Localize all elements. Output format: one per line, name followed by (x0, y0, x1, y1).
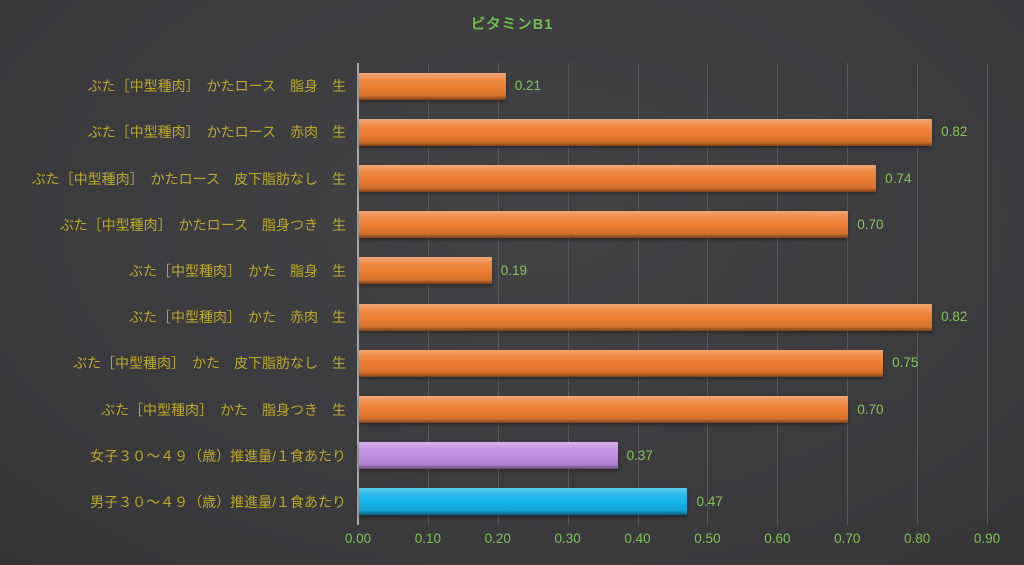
bar (359, 303, 933, 331)
category-label: ぶた［中型種肉］ かたロース 赤肉 生 (87, 124, 346, 141)
category-axis: ぶた［中型種肉］ かたロース 脂身 生ぶた［中型種肉］ かたロース 赤肉 生ぶた… (0, 63, 346, 525)
x-tick-label: 0.30 (554, 531, 581, 546)
category-label: ぶた［中型種肉］ かた 赤肉 生 (129, 309, 346, 326)
value-label: 0.74 (885, 170, 912, 186)
category-label: ぶた［中型種肉］ かたロース 皮下脂肪なし 生 (31, 170, 346, 187)
category-label: ぶた［中型種肉］ かた 皮下脂肪なし 生 (73, 355, 346, 372)
value-label: 0.82 (941, 124, 968, 140)
chart-title: ビタミンB1 (470, 17, 554, 33)
value-label: 0.82 (941, 309, 968, 325)
bar (359, 396, 849, 423)
x-tick-label: 0.50 (694, 531, 721, 546)
gridline (987, 63, 988, 525)
bar (359, 257, 492, 285)
value-label: 0.75 (892, 355, 919, 371)
plot-area: 0.21 0.82 0.74 0.70 0.19 0.82 0.75 0.70 0.37 0.47 (357, 63, 988, 525)
gridline (567, 63, 569, 525)
x-tick-label: 0.90 (973, 531, 1001, 546)
category-label: ぶた［中型種肉］ かた 脂身つき 生 (101, 401, 346, 418)
bar (359, 165, 877, 192)
gridline (427, 63, 429, 525)
category-label: 女子３０～４９（歳）推進量/１食あたり (90, 447, 346, 464)
bar (359, 349, 884, 377)
bar (359, 72, 506, 100)
gridline (637, 63, 639, 525)
gridline (497, 63, 499, 525)
category-label: ぶた［中型種肉］ かたロース 脂身 生 (87, 78, 346, 95)
gridline (917, 63, 919, 525)
category-label: ぶた［中型種肉］ かた 脂身 生 (129, 262, 346, 279)
x-tick-label: 0.10 (414, 531, 442, 546)
y-axis-line (357, 63, 359, 525)
x-tick-label: 0.80 (903, 531, 931, 546)
bar (359, 118, 933, 146)
x-tick-label: 0.70 (834, 531, 861, 546)
value-label: 0.19 (500, 262, 528, 278)
x-tick-label: 0.40 (624, 531, 651, 546)
value-label: 0.47 (696, 493, 723, 509)
value-label: 0.37 (626, 447, 653, 463)
category-label: 男子３０～４９（歳）推進量/１食あたり (90, 493, 346, 510)
x-axis: 0.00 0.10 0.20 0.30 0.40 0.50 0.60 0.70 0.80 0.90 (345, 531, 1018, 555)
value-label: 0.70 (857, 401, 884, 417)
x-tick-label: 0.00 (344, 531, 372, 546)
bar (359, 442, 618, 470)
x-tick-label: 0.20 (484, 531, 511, 546)
value-label: 0.21 (514, 78, 542, 94)
gridline (707, 63, 709, 525)
bar (359, 211, 849, 239)
x-tick-label: 0.60 (764, 531, 791, 546)
gridline (777, 63, 779, 525)
category-label: ぶた［中型種肉］ かたロース 脂身つき 生 (59, 216, 346, 233)
gridline (847, 63, 849, 525)
value-label: 0.70 (857, 216, 884, 232)
bar (359, 488, 688, 516)
